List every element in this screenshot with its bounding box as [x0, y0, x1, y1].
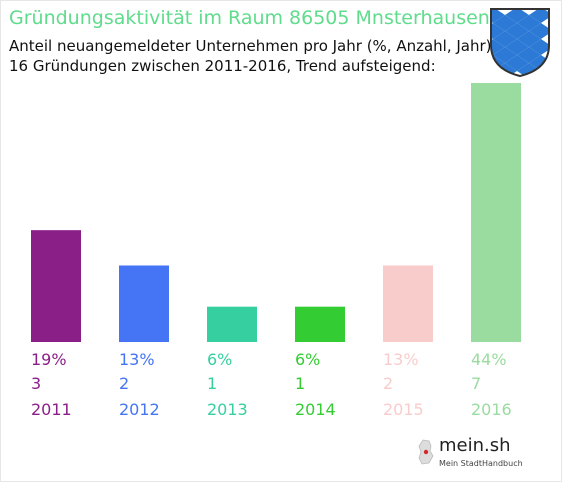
count-label-2014: 1 — [295, 374, 305, 393]
year-label-2014: 2014 — [295, 400, 336, 419]
bavarian-lozenge-crest-icon — [490, 8, 550, 78]
count-label-2013: 1 — [207, 374, 217, 393]
bar-2016 — [471, 83, 521, 342]
percent-label-2015: 13% — [383, 350, 419, 369]
percent-label-2014: 6% — [295, 350, 320, 369]
germany-map-icon — [418, 439, 434, 465]
year-label-2016: 2016 — [471, 400, 512, 419]
percent-label-2012: 13% — [119, 350, 155, 369]
bar-2015 — [383, 265, 433, 342]
chart-title: Gründungsaktivität im Raum 86505 Mnsterh… — [9, 7, 490, 29]
year-label-2015: 2015 — [383, 400, 424, 419]
count-label-2016: 7 — [471, 374, 481, 393]
chart-subtitle: Anteil neuangemeldeter Unternehmen pro J… — [9, 37, 492, 55]
chart-summary: 16 Gründungen zwischen 2011-2016, Trend … — [9, 57, 436, 75]
bar-2011 — [31, 230, 81, 342]
count-label-2015: 2 — [383, 374, 393, 393]
brand-logo: mein.sh Mein StadtHandbuch — [415, 433, 525, 473]
year-label-2013: 2013 — [207, 400, 248, 419]
percent-label-2013: 6% — [207, 350, 232, 369]
brand-name: mein.sh — [439, 435, 511, 456]
bar-2014 — [295, 306, 345, 342]
bar-2013 — [207, 306, 257, 342]
year-label-2012: 2012 — [119, 400, 160, 419]
count-label-2011: 3 — [31, 374, 41, 393]
count-label-2012: 2 — [119, 374, 129, 393]
year-label-2011: 2011 — [31, 400, 72, 419]
percent-label-2016: 44% — [471, 350, 507, 369]
percent-label-2011: 19% — [31, 350, 67, 369]
bar-2012 — [119, 265, 169, 342]
brand-tagline: Mein StadtHandbuch — [439, 459, 523, 468]
